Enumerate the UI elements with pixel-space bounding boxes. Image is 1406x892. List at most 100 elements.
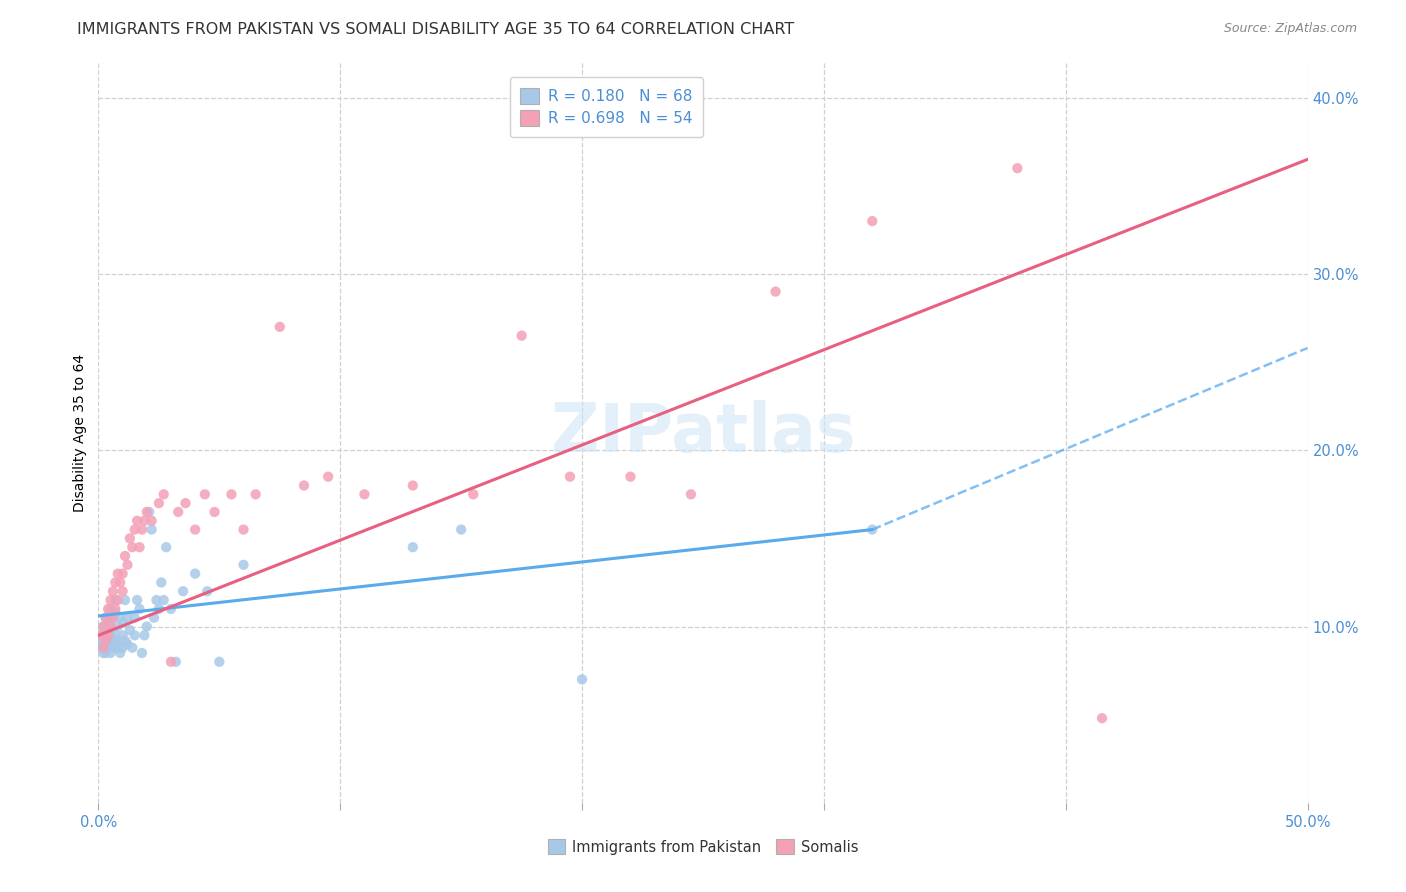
Point (111, 566, 134, 581)
Text: ZIPatlas: ZIPatlas (551, 400, 855, 466)
Point (97, 637, 120, 651)
Text: Source: ZipAtlas.com: Source: ZipAtlas.com (1223, 22, 1357, 36)
Point (245, 487, 267, 501)
Point (100, 619, 122, 633)
Point (111, 584, 134, 599)
Point (104, 633, 127, 648)
Point (195, 584, 218, 599)
Point (134, 514, 156, 528)
Y-axis label: Disability Age 35 to 64: Disability Age 35 to 64 (73, 353, 87, 512)
Point (128, 602, 150, 616)
Point (138, 505, 160, 519)
Point (91, 640, 114, 655)
Point (141, 523, 163, 537)
Legend: Immigrants from Pakistan, Somalis: Immigrants from Pakistan, Somalis (540, 832, 866, 863)
Point (148, 602, 170, 616)
Point (131, 646, 153, 660)
Point (117, 558, 139, 572)
Point (100, 646, 122, 660)
Point (292, 478, 315, 492)
Point (131, 523, 153, 537)
Point (402, 540, 425, 554)
Point (172, 584, 194, 599)
Point (111, 628, 134, 642)
Point (141, 514, 163, 528)
Point (100, 637, 122, 651)
Point (97, 628, 120, 642)
Point (619, 469, 641, 483)
Point (94, 633, 117, 648)
Point (165, 655, 187, 669)
Point (135, 619, 157, 633)
Point (107, 593, 129, 607)
Point (111, 615, 134, 630)
Point (860, 523, 883, 537)
Point (108, 575, 131, 590)
Point (101, 640, 124, 655)
Point (90, 628, 112, 642)
Point (1091, 711, 1114, 725)
Point (104, 602, 127, 616)
Point (114, 549, 136, 563)
Point (135, 505, 157, 519)
Point (104, 593, 127, 607)
Point (860, 214, 883, 228)
Point (194, 487, 217, 501)
Point (174, 496, 197, 510)
Point (232, 558, 254, 572)
Point (127, 514, 149, 528)
Point (94, 610, 117, 624)
Point (124, 610, 146, 624)
Point (160, 602, 183, 616)
Point (121, 540, 143, 554)
Point (184, 566, 207, 581)
Point (97, 610, 120, 624)
Point (100, 628, 122, 642)
Point (150, 575, 173, 590)
Point (101, 637, 124, 651)
Point (204, 505, 226, 519)
Point (269, 319, 291, 334)
Point (107, 640, 129, 655)
Point (128, 540, 150, 554)
Point (101, 610, 124, 624)
Point (90, 628, 112, 642)
Point (107, 566, 129, 581)
Point (94, 619, 117, 633)
Point (353, 487, 375, 501)
Point (160, 655, 183, 669)
Point (107, 619, 129, 633)
Point (118, 532, 141, 546)
Point (208, 655, 231, 669)
Point (510, 328, 533, 343)
Point (97, 602, 120, 616)
Point (91, 628, 114, 642)
Point (143, 610, 166, 624)
Point (134, 628, 156, 642)
Point (1007, 161, 1029, 176)
Point (232, 523, 254, 537)
Point (148, 496, 170, 510)
Point (114, 593, 136, 607)
Point (402, 478, 425, 492)
Point (97, 640, 120, 655)
Point (127, 593, 149, 607)
Point (91, 619, 114, 633)
Point (118, 623, 141, 637)
Point (152, 487, 174, 501)
Point (114, 633, 136, 648)
Point (111, 640, 134, 655)
Point (117, 610, 139, 624)
Point (100, 593, 122, 607)
Point (571, 673, 593, 687)
Point (104, 606, 127, 620)
Point (104, 628, 127, 642)
Point (124, 628, 146, 642)
Point (145, 593, 167, 607)
Point (679, 487, 702, 501)
Point (104, 575, 127, 590)
Point (91, 633, 114, 648)
Point (155, 540, 177, 554)
Point (184, 523, 207, 537)
Point (316, 469, 339, 483)
